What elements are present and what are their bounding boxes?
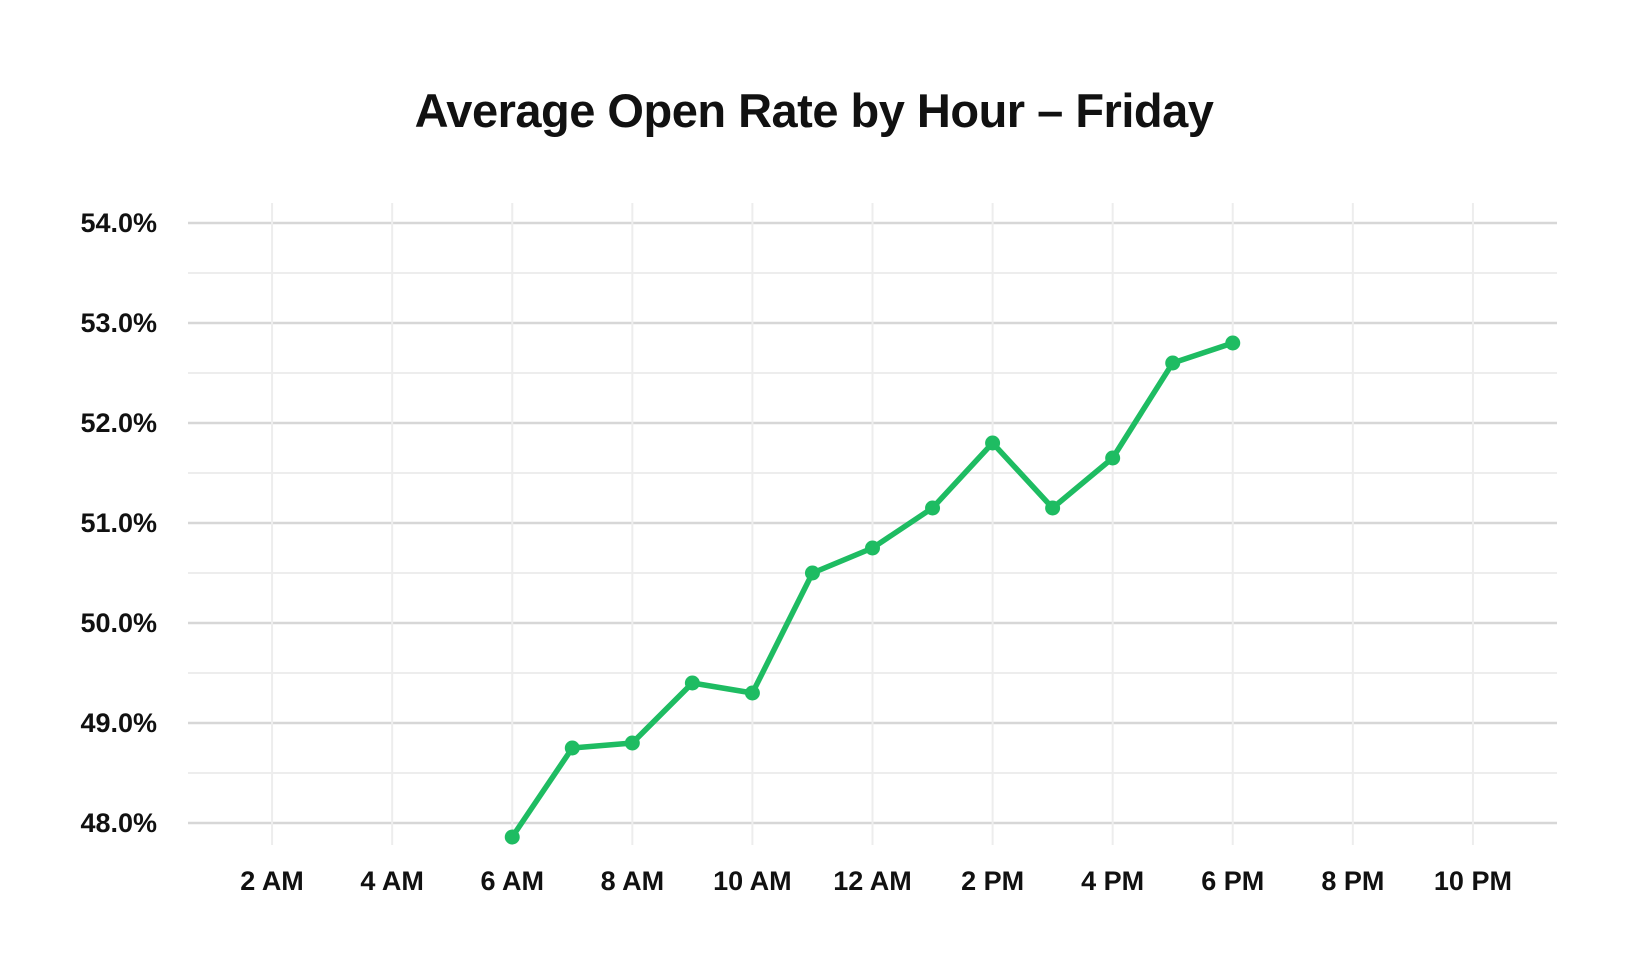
data-point-marker: [744, 685, 760, 701]
x-tick-label: 6 AM: [480, 866, 544, 896]
data-point-marker: [985, 435, 1001, 451]
data-point-marker: [925, 500, 941, 516]
y-tick-label: 53.0%: [80, 308, 157, 338]
chart-title: Average Open Rate by Hour – Friday: [414, 84, 1214, 137]
x-tick-label: 8 PM: [1321, 866, 1384, 896]
data-point-marker: [804, 565, 820, 581]
data-point-marker: [504, 829, 520, 845]
y-tick-label: 52.0%: [80, 408, 157, 438]
x-tick-label: 2 PM: [961, 866, 1024, 896]
data-point-marker: [865, 540, 880, 556]
data-point-marker: [1045, 500, 1061, 516]
x-tick-label: 10 PM: [1434, 866, 1512, 896]
x-tick-label: 8 AM: [601, 866, 665, 896]
data-point-marker: [564, 740, 580, 756]
x-tick-label: 10 AM: [713, 866, 792, 896]
y-tick-label: 48.0%: [80, 808, 157, 838]
x-tick-label: 12 AM: [833, 866, 912, 896]
y-tick-label: 51.0%: [80, 508, 157, 538]
x-tick-label: 6 PM: [1201, 866, 1264, 896]
data-point-marker: [684, 675, 700, 691]
data-point-marker: [1165, 355, 1181, 371]
y-tick-label: 49.0%: [80, 708, 157, 738]
x-tick-label: 4 PM: [1081, 866, 1144, 896]
y-tick-label: 50.0%: [80, 608, 157, 638]
x-tick-label: 4 AM: [360, 866, 424, 896]
x-tick-label: 2 AM: [240, 866, 304, 896]
data-point-marker: [1105, 450, 1121, 466]
data-point-marker: [624, 735, 640, 751]
data-point-marker: [1225, 335, 1241, 351]
y-tick-label: 54.0%: [80, 208, 157, 238]
